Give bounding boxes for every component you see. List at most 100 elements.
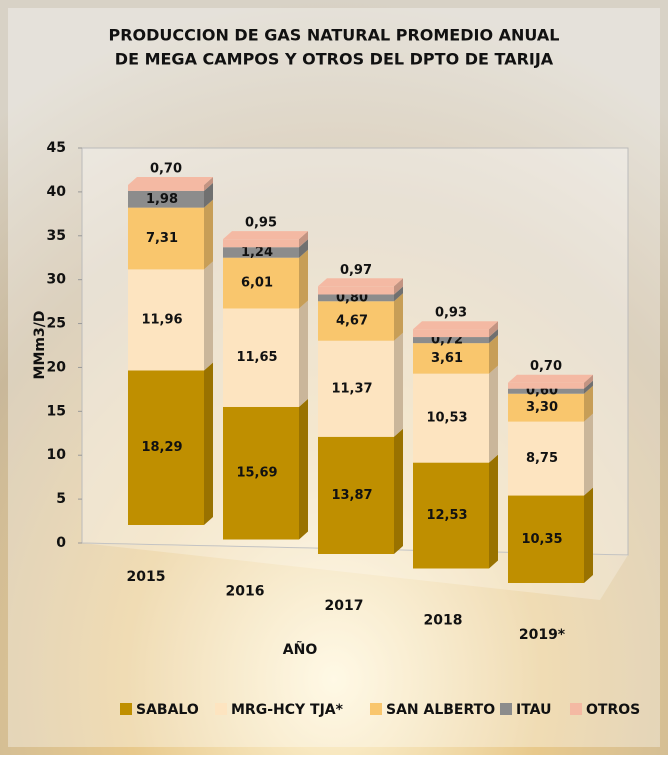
chart-title: PRODUCCION DE GAS NATURAL PROMEDIO ANUAL bbox=[109, 26, 560, 45]
y-axis-label: MMm3/D bbox=[32, 311, 48, 380]
data-label: 3,61 bbox=[431, 351, 463, 366]
bar-face bbox=[584, 413, 593, 496]
bar-face bbox=[508, 393, 584, 422]
bar-face bbox=[413, 462, 489, 569]
bar-face bbox=[204, 176, 213, 191]
bar-face bbox=[223, 231, 308, 240]
bar-face bbox=[318, 278, 403, 287]
data-label: 13,87 bbox=[331, 488, 372, 503]
x-tick-label: 2015 bbox=[127, 569, 166, 585]
data-label: 11,37 bbox=[331, 381, 372, 396]
bar-segment bbox=[223, 398, 308, 540]
data-label: 0,70 bbox=[150, 161, 182, 176]
bar-face bbox=[128, 269, 204, 371]
data-label: 1,98 bbox=[146, 192, 178, 207]
bar-face bbox=[413, 329, 489, 338]
bar-segment bbox=[318, 293, 403, 341]
bar-face bbox=[204, 362, 213, 525]
bar-segment bbox=[508, 487, 593, 583]
data-label: 1,24 bbox=[241, 245, 273, 260]
bar-segment bbox=[413, 321, 498, 338]
x-tick-label: 2019* bbox=[519, 627, 566, 643]
bar-face bbox=[584, 487, 593, 583]
chart-title: DE MEGA CAMPOS Y OTROS DEL DPTO DE TARIJ… bbox=[115, 50, 554, 69]
bar-segment bbox=[508, 380, 593, 394]
bar-segment bbox=[318, 428, 403, 554]
bar-face bbox=[489, 365, 498, 463]
data-label: 0,95 bbox=[245, 216, 277, 231]
bar-face bbox=[299, 231, 308, 248]
bar-face bbox=[318, 286, 394, 295]
bar-face bbox=[413, 373, 489, 463]
y-tick-label: 15 bbox=[47, 403, 66, 419]
bar-segment bbox=[318, 278, 403, 295]
bar-face bbox=[413, 337, 489, 344]
bar-face bbox=[413, 343, 489, 374]
y-tick-label: 20 bbox=[47, 359, 67, 375]
legend-label: MRG-HCY TJA* bbox=[231, 702, 344, 718]
bar-face bbox=[489, 329, 498, 344]
data-label: 0,70 bbox=[530, 359, 562, 374]
legend-label: OTROS bbox=[586, 702, 640, 718]
y-tick-label: 0 bbox=[56, 535, 66, 551]
legend-swatch bbox=[120, 703, 132, 715]
bar-face bbox=[223, 257, 299, 309]
data-label: 15,69 bbox=[236, 466, 277, 481]
bar-face bbox=[223, 406, 299, 540]
legend-label: SABALO bbox=[136, 702, 199, 718]
bar-face bbox=[204, 199, 213, 270]
bar-segment bbox=[128, 199, 213, 270]
data-label: 4,67 bbox=[336, 313, 368, 328]
bar-face bbox=[584, 385, 593, 422]
bar-face bbox=[508, 388, 584, 394]
legend-label: SAN ALBERTO bbox=[386, 702, 495, 718]
legend-label: ITAU bbox=[516, 702, 551, 718]
bar-segment bbox=[508, 374, 593, 389]
bar-face bbox=[223, 239, 299, 248]
bar-face bbox=[508, 382, 584, 389]
bar-face bbox=[584, 374, 593, 389]
y-tick-label: 10 bbox=[47, 447, 67, 463]
x-tick-label: 2016 bbox=[226, 584, 265, 600]
x-tick-label: 2017 bbox=[325, 598, 364, 614]
bar-face bbox=[489, 454, 498, 569]
bar-face bbox=[508, 495, 584, 583]
bar-face bbox=[508, 421, 584, 496]
bar-face bbox=[584, 380, 593, 394]
bar-face bbox=[318, 436, 394, 554]
data-label: 0,93 bbox=[435, 306, 467, 321]
bar-face bbox=[299, 398, 308, 540]
bar-face bbox=[318, 340, 394, 437]
bar-segment bbox=[223, 239, 308, 258]
bar-face bbox=[128, 176, 213, 185]
y-tick-label: 5 bbox=[56, 491, 66, 507]
bar-face bbox=[489, 321, 498, 338]
bar-face bbox=[204, 261, 213, 371]
y-tick-label: 30 bbox=[47, 272, 67, 288]
data-label: 11,65 bbox=[236, 350, 277, 365]
bar-face bbox=[394, 332, 403, 437]
y-tick-label: 45 bbox=[47, 140, 66, 156]
y-tick-label: 40 bbox=[47, 184, 67, 200]
bar-face bbox=[413, 321, 498, 330]
bar-segment bbox=[223, 231, 308, 248]
data-label: 11,96 bbox=[141, 312, 182, 327]
x-tick-label: 2018 bbox=[424, 613, 463, 629]
y-tick-label: 25 bbox=[47, 316, 66, 332]
bar-segment bbox=[413, 335, 498, 374]
bar-face bbox=[299, 239, 308, 258]
data-label: 10,53 bbox=[426, 411, 467, 426]
data-label: 12,53 bbox=[426, 508, 467, 523]
data-label: 18,29 bbox=[141, 440, 182, 455]
data-label: 7,31 bbox=[146, 231, 178, 246]
legend-swatch bbox=[215, 703, 227, 715]
bar-face bbox=[299, 300, 308, 407]
bar-segment bbox=[413, 454, 498, 569]
data-label: 6,01 bbox=[241, 276, 273, 291]
bar-segment bbox=[318, 332, 403, 437]
bar-face bbox=[128, 207, 204, 270]
bar-face bbox=[394, 293, 403, 341]
bar-face bbox=[318, 294, 394, 302]
data-label: 3,30 bbox=[526, 400, 558, 415]
bar-segment bbox=[223, 249, 308, 309]
